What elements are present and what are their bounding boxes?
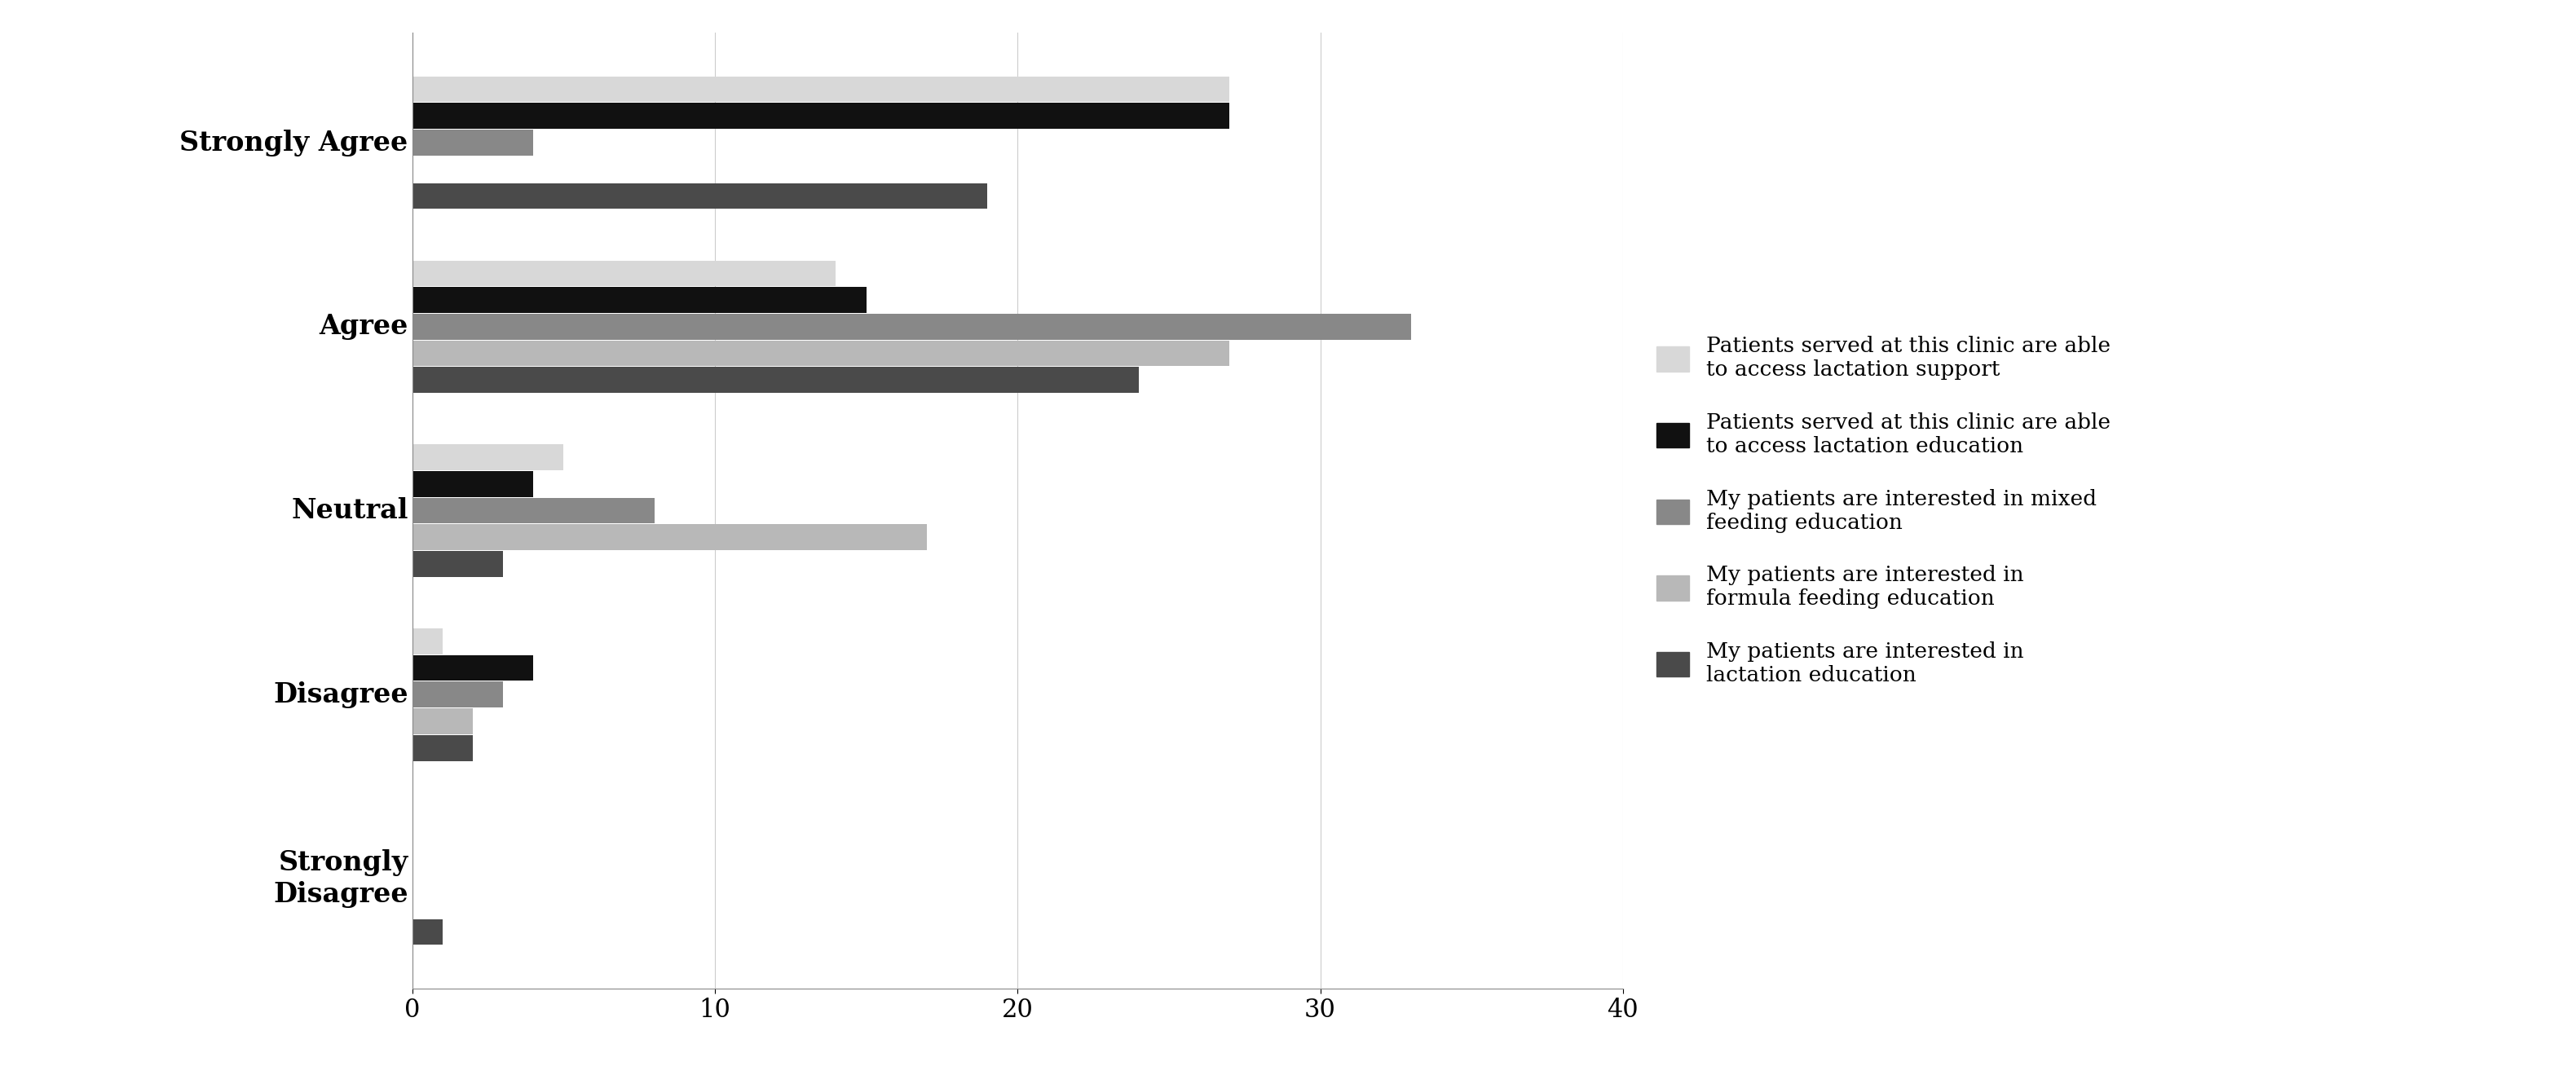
Bar xyxy=(412,130,533,156)
Bar xyxy=(412,314,1412,340)
Bar xyxy=(412,498,654,524)
Bar xyxy=(412,682,502,707)
Legend: Patients served at this clinic are able
to access lactation support, Patients se: Patients served at this clinic are able … xyxy=(1646,326,2120,696)
Bar xyxy=(412,629,443,654)
Bar xyxy=(412,735,474,761)
Bar xyxy=(412,367,1139,392)
Bar xyxy=(412,183,987,209)
Bar xyxy=(412,655,533,680)
Bar xyxy=(412,919,443,945)
Bar xyxy=(412,260,835,286)
Bar xyxy=(412,103,1229,129)
Bar xyxy=(412,287,866,313)
Bar xyxy=(412,525,927,550)
Bar xyxy=(412,444,564,470)
Bar xyxy=(412,341,1229,367)
Bar xyxy=(412,471,533,497)
Bar xyxy=(412,551,502,577)
Bar xyxy=(412,76,1229,102)
Bar xyxy=(412,708,474,734)
